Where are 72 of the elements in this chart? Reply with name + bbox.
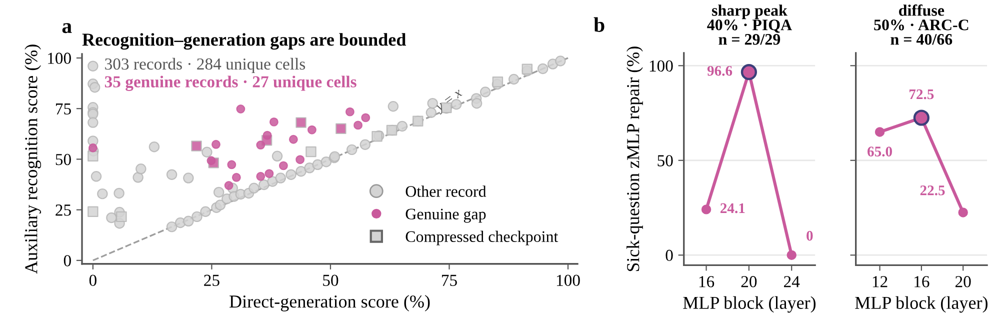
- x-tick-label: 20: [741, 276, 757, 288]
- point: [211, 140, 220, 149]
- annotation: y = x: [434, 90, 464, 115]
- x-axis-title: MLP block (layer): [855, 296, 988, 313]
- chart-title: Recognition–generation gaps are bounded: [82, 33, 406, 50]
- data-label: 0: [806, 230, 813, 241]
- point: [232, 172, 241, 182]
- data-label: 24.1: [720, 203, 745, 214]
- point: [336, 123, 346, 134]
- data-label: 65.0: [868, 146, 892, 157]
- legend-label: Compressed checkpoint: [406, 230, 558, 246]
- x-axis-title: MLP block (layer): [683, 296, 816, 313]
- x-axis-title: Direct-generation score (%): [230, 294, 430, 312]
- x-tick-label: 12: [872, 276, 888, 288]
- point: [740, 64, 757, 80]
- x-tick-label: 0: [89, 274, 96, 286]
- point: [306, 146, 316, 158]
- x-tick-label: 16: [699, 276, 714, 288]
- point: [88, 206, 98, 217]
- x-tick-label: 75: [442, 274, 457, 286]
- point: [296, 155, 305, 164]
- point: [116, 211, 127, 222]
- point: [88, 143, 98, 152]
- point: [278, 161, 288, 170]
- x-tick-label: 16: [914, 276, 930, 288]
- point: [354, 120, 363, 130]
- data-label: 22.5: [920, 185, 945, 196]
- y-axis-title: Sick-question zMLP repair (%): [626, 46, 643, 272]
- point: [227, 160, 236, 170]
- point: [345, 107, 354, 116]
- annotation: 35 genuine records · 27 unique cells: [104, 76, 356, 91]
- text: a: [62, 23, 72, 34]
- y-tick-label: 50: [56, 154, 71, 166]
- text: b: [594, 17, 604, 32]
- point: [264, 169, 274, 178]
- point: [206, 156, 216, 166]
- data-label: 72.5: [910, 89, 934, 100]
- point: [412, 116, 424, 127]
- point: [361, 113, 370, 122]
- point: [224, 181, 234, 190]
- point: [269, 117, 278, 126]
- point: [296, 117, 306, 128]
- chart-title: sharp peak 40% · PIQA n = 29/29: [707, 4, 792, 45]
- y-axis-title: Auxiliary recognition score (%): [24, 44, 42, 274]
- y-tick-label: 25: [56, 204, 71, 216]
- point: [88, 150, 98, 162]
- point: [262, 130, 272, 140]
- point: [288, 134, 298, 144]
- point: [191, 140, 202, 152]
- point: [786, 250, 796, 260]
- legend-label: Other record: [406, 186, 486, 197]
- point: [256, 140, 266, 150]
- annotation: 303 records · 284 unique cells: [105, 58, 306, 74]
- legend-label: Genuine gap: [406, 208, 486, 223]
- data-label: 96.6: [707, 66, 732, 76]
- y-tick-label: 0: [666, 250, 673, 262]
- y-tick-label: 75: [56, 103, 71, 115]
- x-tick-label: 50: [323, 274, 338, 286]
- y-tick-label: 100: [48, 52, 71, 64]
- point: [492, 76, 504, 88]
- chart-title: diffuse 50% · ARC-C n = 40/66: [874, 4, 968, 45]
- y-tick-label: 0: [64, 255, 71, 266]
- point: [701, 204, 712, 214]
- point: [256, 172, 266, 181]
- y-tick-label: 100: [650, 60, 673, 72]
- x-tick-label: 24: [784, 276, 800, 288]
- x-tick-label: 25: [204, 274, 220, 286]
- x-tick-label: 100: [556, 274, 580, 286]
- x-tick-label: 20: [955, 276, 971, 288]
- y-tick-label: 50: [658, 155, 673, 166]
- point: [236, 104, 246, 114]
- point: [307, 125, 316, 134]
